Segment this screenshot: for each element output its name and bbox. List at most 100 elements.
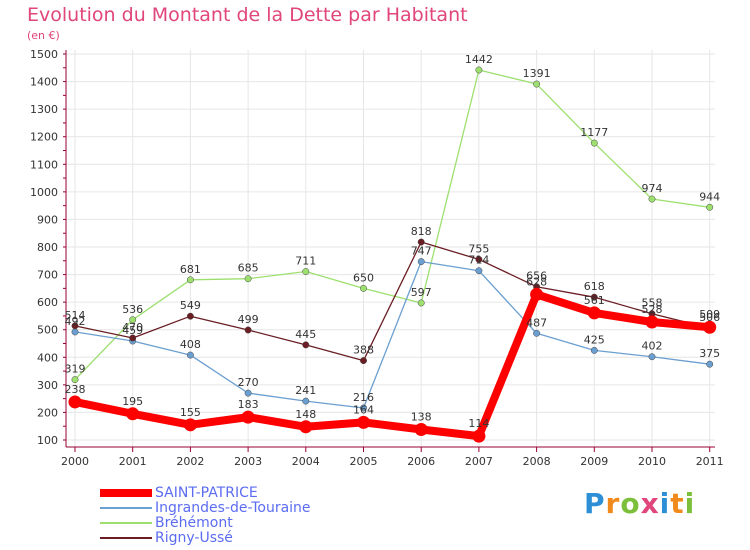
data-label: 747 bbox=[411, 245, 432, 258]
data-label: 549 bbox=[180, 299, 201, 312]
data-label: 714 bbox=[468, 254, 489, 267]
data-label: 944 bbox=[699, 190, 720, 203]
data-label: 388 bbox=[353, 344, 374, 357]
data-point bbox=[706, 203, 714, 211]
y-tick-label: 900 bbox=[37, 213, 58, 226]
data-point bbox=[360, 357, 367, 365]
data-label: 138 bbox=[411, 411, 432, 424]
data-label: 470 bbox=[122, 321, 143, 334]
data-label: 164 bbox=[353, 403, 374, 416]
y-tick-label: 800 bbox=[37, 241, 58, 254]
data-label: 195 bbox=[122, 395, 143, 408]
y-tick-label: 1200 bbox=[30, 131, 58, 144]
data-label: 628 bbox=[526, 275, 547, 288]
logo-letter: i bbox=[659, 487, 671, 520]
data-label: 561 bbox=[584, 294, 605, 307]
data-point bbox=[475, 255, 483, 263]
series-line bbox=[74, 290, 711, 441]
data-point bbox=[414, 423, 428, 437]
y-tick-label: 100 bbox=[37, 434, 58, 447]
legend-swatch bbox=[100, 507, 152, 509]
x-tick-label: 2010 bbox=[638, 455, 666, 468]
data-label: 375 bbox=[699, 347, 720, 360]
series-line bbox=[74, 241, 710, 362]
data-label: 755 bbox=[468, 242, 489, 255]
x-tick-label: 2005 bbox=[350, 455, 378, 468]
data-point bbox=[475, 66, 483, 74]
y-tick-label: 1100 bbox=[30, 158, 58, 171]
y-tick-label: 600 bbox=[37, 296, 58, 309]
legend-label: Bréhémont bbox=[155, 515, 233, 531]
data-point bbox=[648, 353, 656, 361]
data-point bbox=[590, 293, 598, 301]
legend-item-saint-patrice: SAINT-PATRICE bbox=[100, 485, 360, 501]
logo-letter: P bbox=[584, 487, 606, 520]
data-label: 487 bbox=[526, 316, 547, 329]
data-point bbox=[183, 418, 197, 432]
legend-swatch bbox=[100, 522, 152, 524]
data-label: 241 bbox=[295, 384, 316, 397]
data-label: 1177 bbox=[580, 126, 608, 139]
data-label: 425 bbox=[584, 333, 605, 346]
proxiti-logo: Proxiti bbox=[584, 487, 695, 520]
data-point bbox=[186, 276, 194, 284]
y-tick-label: 400 bbox=[37, 351, 58, 364]
y-tick-label: 500 bbox=[37, 324, 58, 337]
chart-subtitle: (en €) bbox=[27, 29, 60, 42]
data-point bbox=[244, 326, 252, 334]
data-label: 1391 bbox=[523, 67, 551, 80]
data-label: 459 bbox=[122, 324, 143, 337]
data-label: 974 bbox=[642, 182, 663, 195]
x-tick-label: 2009 bbox=[580, 455, 608, 468]
data-point bbox=[472, 429, 486, 443]
x-tick-label: 2008 bbox=[523, 455, 551, 468]
data-label: 408 bbox=[180, 338, 201, 351]
data-point bbox=[186, 351, 194, 359]
data-point bbox=[648, 195, 656, 203]
data-point bbox=[645, 315, 659, 329]
data-point bbox=[357, 415, 370, 429]
x-tick-label: 2007 bbox=[465, 455, 493, 468]
legend-item-ingrandes: Ingrandes-de-Touraine bbox=[100, 500, 360, 516]
data-label: 536 bbox=[122, 303, 143, 316]
logo-letter: t bbox=[670, 487, 685, 520]
data-point bbox=[587, 306, 601, 320]
data-label: 681 bbox=[180, 263, 201, 276]
x-tick-label: 2003 bbox=[234, 455, 262, 468]
data-label: 650 bbox=[353, 271, 374, 284]
data-label: 558 bbox=[642, 297, 663, 310]
y-tick-label: 700 bbox=[37, 269, 58, 282]
x-tick-label: 2006 bbox=[407, 455, 435, 468]
legend-item-brehemont: Bréhémont bbox=[100, 515, 360, 531]
y-tick-label: 1400 bbox=[30, 76, 58, 89]
data-label: 1442 bbox=[465, 53, 493, 66]
y-tick-label: 1500 bbox=[30, 48, 58, 61]
data-point bbox=[126, 407, 140, 421]
data-label: 656 bbox=[526, 270, 547, 283]
data-point bbox=[244, 389, 252, 397]
legend-swatch bbox=[100, 537, 152, 539]
data-point bbox=[533, 80, 541, 88]
data-label: 270 bbox=[238, 376, 259, 389]
data-point bbox=[129, 334, 137, 342]
data-point bbox=[241, 410, 255, 424]
legend-item-rigny-usse: Rigny-Ussé bbox=[100, 530, 360, 546]
data-label: 155 bbox=[180, 406, 201, 419]
data-label: 492 bbox=[65, 315, 86, 328]
logo-letter: x bbox=[640, 487, 660, 520]
series-line bbox=[74, 260, 710, 409]
legend-label: Ingrandes-de-Touraine bbox=[155, 500, 311, 516]
data-point bbox=[186, 312, 194, 320]
logo-letter: r bbox=[605, 487, 621, 520]
x-tick-label: 2000 bbox=[61, 455, 89, 468]
data-label: 685 bbox=[238, 262, 259, 275]
data-point bbox=[360, 284, 367, 292]
data-label: 618 bbox=[584, 280, 605, 293]
data-point bbox=[360, 404, 367, 412]
data-label: 528 bbox=[642, 303, 663, 316]
data-point bbox=[590, 139, 598, 147]
y-tick-label: 1000 bbox=[30, 186, 58, 199]
data-point bbox=[533, 329, 541, 337]
